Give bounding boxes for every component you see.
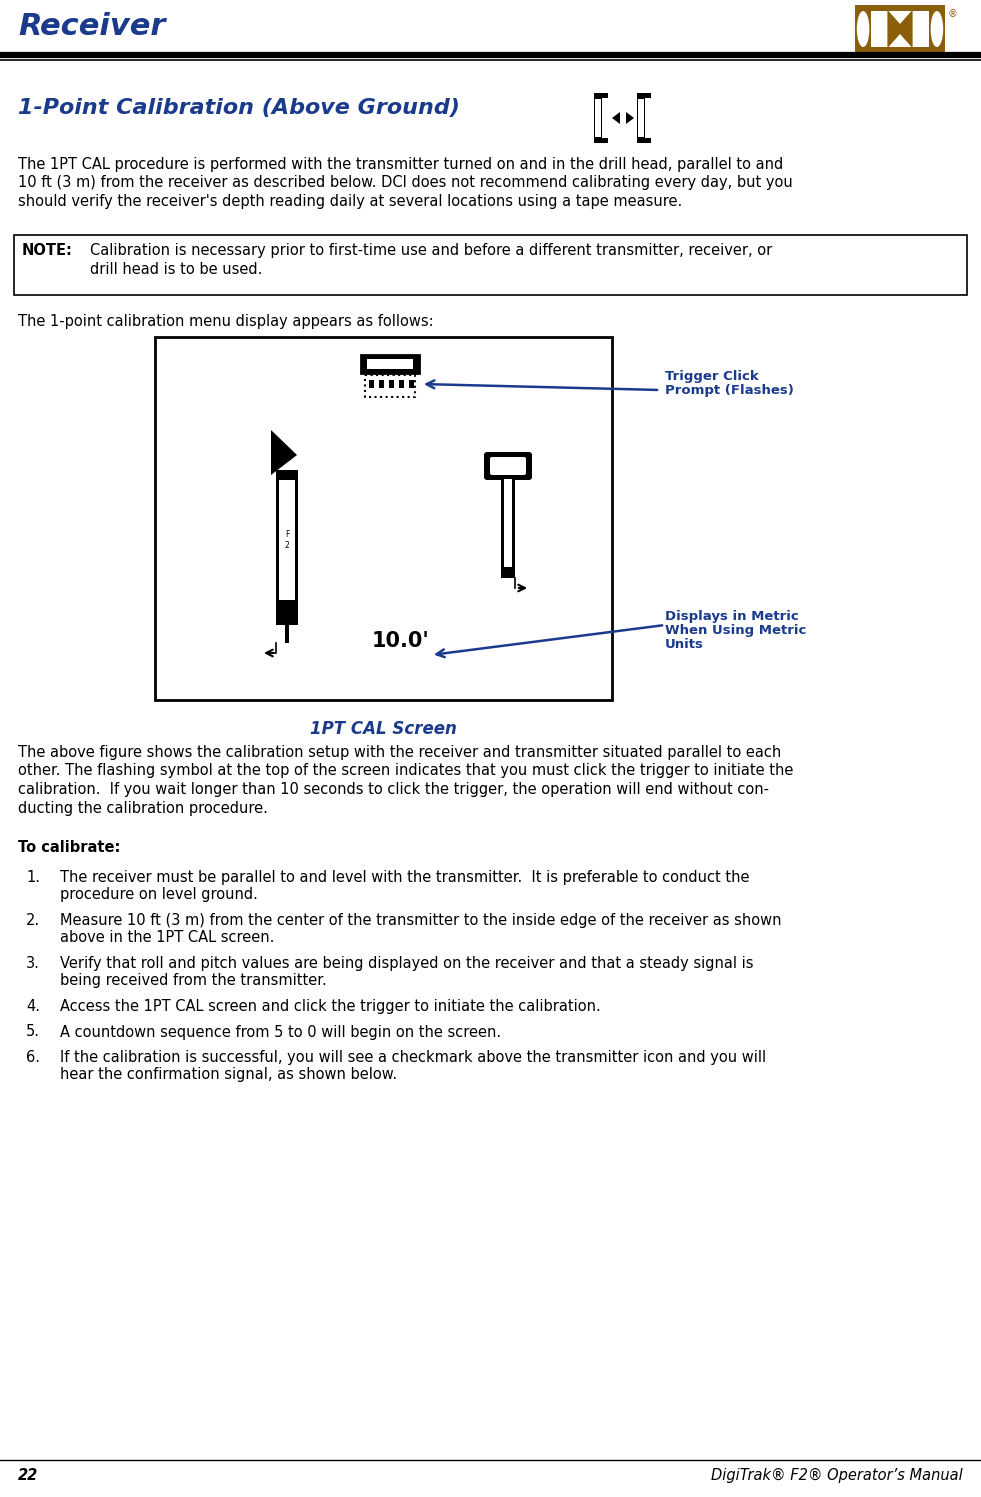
Polygon shape (626, 112, 634, 124)
Bar (638, 99, 644, 138)
Text: 1-Point Calibration (Above Ground): 1-Point Calibration (Above Ground) (18, 97, 460, 118)
Bar (594, 97, 602, 139)
Bar (285, 623, 289, 644)
Text: A countdown sequence from 5 to 0 will begin on the screen.: A countdown sequence from 5 to 0 will be… (60, 1024, 501, 1039)
Text: should verify the receiver's depth reading daily at several locations using a ta: should verify the receiver's depth readi… (18, 195, 682, 210)
Bar (365, 376, 415, 397)
Text: If the calibration is successful, you will see a checkmark above the transmitter: If the calibration is successful, you wi… (60, 1049, 766, 1064)
Text: DigiTrak® F2® Operator’s Manual: DigiTrak® F2® Operator’s Manual (711, 1469, 963, 1484)
Text: above in the 1PT CAL screen.: above in the 1PT CAL screen. (60, 931, 275, 946)
Text: To calibrate:: To calibrate: (18, 840, 121, 855)
Bar (367, 359, 413, 368)
Text: Measure 10 ft (3 m) from the center of the transmitter to the inside edge of the: Measure 10 ft (3 m) from the center of t… (60, 913, 782, 928)
Text: 10.0': 10.0' (372, 632, 430, 651)
Text: When Using Metric: When Using Metric (665, 624, 806, 638)
Text: 3.: 3. (26, 957, 40, 972)
FancyBboxPatch shape (490, 457, 526, 475)
Bar (594, 138, 608, 144)
Text: calibration.  If you wait longer than 10 seconds to click the trigger, the opera: calibration. If you wait longer than 10 … (18, 781, 769, 796)
Text: 4.: 4. (26, 998, 40, 1013)
Text: 6.: 6. (26, 1049, 40, 1064)
Text: 10 ft (3 m) from the receiver as described below. DCI does not recommend calibra: 10 ft (3 m) from the receiver as describ… (18, 175, 793, 190)
Polygon shape (271, 430, 297, 475)
Text: Prompt (Flashes): Prompt (Flashes) (665, 385, 794, 397)
Text: 1.: 1. (26, 870, 40, 885)
Bar (279, 481, 295, 600)
Bar (637, 138, 651, 144)
Text: 5.: 5. (26, 1024, 40, 1039)
Text: ducting the calibration procedure.: ducting the calibration procedure. (18, 801, 268, 816)
Ellipse shape (856, 10, 869, 46)
Ellipse shape (931, 10, 943, 46)
Text: drill head is to be used.: drill head is to be used. (90, 262, 262, 277)
Polygon shape (612, 112, 620, 124)
Text: 2.: 2. (26, 913, 40, 928)
Bar (871, 4, 929, 10)
Text: Receiver: Receiver (18, 12, 166, 40)
Text: Trigger Click: Trigger Click (665, 370, 758, 383)
Text: Calibration is necessary prior to first-time use and before a different transmit: Calibration is necessary prior to first-… (90, 243, 772, 257)
Text: ®: ® (948, 9, 957, 19)
Text: NOTE:: NOTE: (22, 243, 73, 257)
Bar (399, 380, 404, 388)
Text: The above figure shows the calibration setup with the receiver and transmitter s: The above figure shows the calibration s… (18, 746, 781, 760)
Bar (501, 475, 515, 578)
Text: 1PT CAL Screen: 1PT CAL Screen (310, 720, 456, 738)
Bar (379, 380, 384, 388)
Text: Displays in Metric: Displays in Metric (665, 609, 799, 623)
Bar (871, 48, 929, 52)
Text: other. The flashing symbol at the top of the screen indicates that you must clic: other. The flashing symbol at the top of… (18, 763, 794, 778)
Bar (929, 4, 945, 52)
Bar (276, 470, 298, 626)
Text: The 1PT CAL procedure is performed with the transmitter turned on and in the dri: The 1PT CAL procedure is performed with … (18, 157, 783, 172)
Bar (504, 479, 512, 567)
Text: The receiver must be parallel to and level with the transmitter.  It is preferab: The receiver must be parallel to and lev… (60, 870, 749, 885)
Bar (155, 337, 612, 701)
Text: The 1-point calibration menu display appears as follows:: The 1-point calibration menu display app… (18, 314, 434, 329)
Polygon shape (888, 10, 904, 48)
Bar (389, 380, 394, 388)
Bar (361, 355, 419, 373)
Text: procedure on level ground.: procedure on level ground. (60, 888, 258, 903)
Bar (369, 380, 374, 388)
Polygon shape (896, 10, 912, 48)
Text: 22: 22 (18, 1469, 38, 1484)
Bar (595, 99, 601, 138)
Bar (409, 380, 414, 388)
FancyBboxPatch shape (484, 452, 532, 481)
Text: being received from the transmitter.: being received from the transmitter. (60, 973, 327, 988)
Bar (594, 93, 608, 97)
Bar (637, 97, 645, 139)
Bar (14, 235, 967, 295)
Bar (855, 4, 871, 52)
Bar (637, 93, 651, 97)
Text: hear the confirmation signal, as shown below.: hear the confirmation signal, as shown b… (60, 1067, 397, 1082)
Text: Units: Units (665, 638, 704, 651)
Text: Access the 1PT CAL screen and click the trigger to initiate the calibration.: Access the 1PT CAL screen and click the … (60, 998, 600, 1013)
Text: F
2: F 2 (284, 530, 289, 549)
Text: Verify that roll and pitch values are being displayed on the receiver and that a: Verify that roll and pitch values are be… (60, 957, 753, 972)
